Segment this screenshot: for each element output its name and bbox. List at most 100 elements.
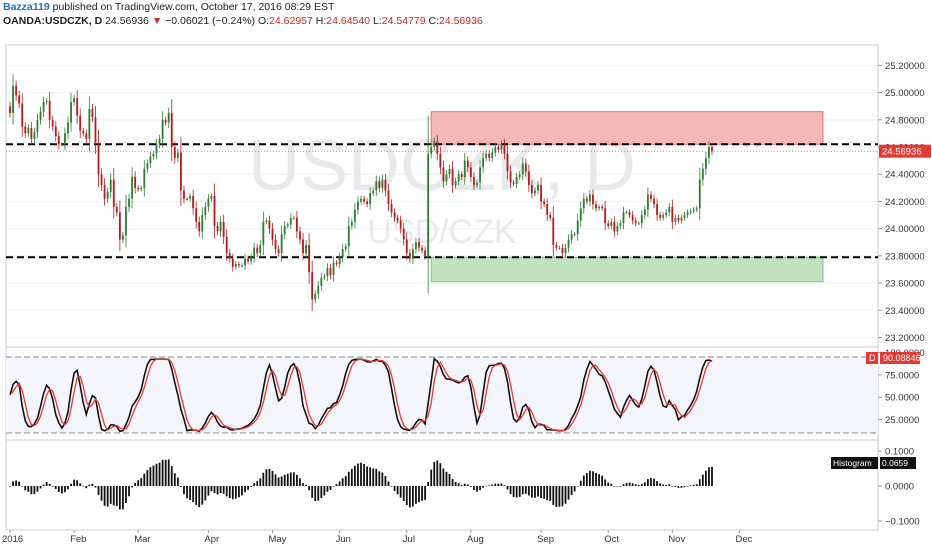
time-tick-label: Apr	[204, 534, 219, 545]
histogram-pane[interactable]	[5, 439, 879, 531]
candle-up	[244, 258, 246, 266]
histogram-bar	[558, 486, 561, 507]
histogram-bar	[33, 486, 36, 495]
candle-up	[665, 212, 668, 216]
resistance-zone[interactable]	[430, 111, 824, 145]
candle-up	[176, 152, 179, 158]
time-tick-label: Feb	[70, 534, 86, 545]
price-axis[interactable]: 25.2000025.0000024.8000024.6000024.40000…	[878, 61, 925, 344]
candle-down	[216, 225, 219, 232]
candle-down	[225, 236, 228, 254]
down-arrow-icon: ▼	[151, 15, 163, 27]
candle-down	[134, 176, 137, 188]
histogram-bar	[167, 459, 170, 486]
candle-down	[173, 147, 176, 158]
histogram-axis[interactable]: 0.1000 0.0000 −0.1000	[878, 447, 920, 528]
candle-up	[570, 234, 573, 240]
candle-up	[265, 220, 268, 222]
candle-up	[674, 217, 677, 222]
histogram-bar	[64, 486, 66, 493]
candle-down	[57, 136, 60, 145]
price-tick-label: 24.40000	[885, 170, 925, 181]
histogram-bar	[463, 483, 466, 486]
histogram-bar	[549, 486, 552, 501]
histogram-bar	[286, 473, 289, 486]
candle-up	[341, 249, 344, 258]
candle-up	[430, 147, 433, 154]
histogram-bar	[521, 486, 524, 495]
histogram-bar	[527, 486, 530, 496]
histogram-bar	[671, 486, 674, 487]
candle-down	[94, 117, 97, 143]
histogram-bar	[201, 486, 204, 505]
histogram-bar	[640, 483, 643, 486]
histogram-bar	[350, 468, 353, 486]
histogram-bar	[88, 484, 91, 486]
histogram-bar	[302, 483, 304, 486]
histogram-bar	[390, 486, 393, 487]
histogram-bar	[631, 483, 634, 486]
publish-text: published on TradingView.com, October 17…	[52, 1, 335, 13]
candle-down	[302, 239, 304, 254]
candle-down	[115, 206, 118, 213]
candle-up	[350, 221, 353, 226]
candle-up	[518, 174, 521, 177]
candle-down	[228, 253, 231, 259]
histogram-bar	[482, 486, 484, 488]
histogram-bar	[506, 486, 509, 490]
histogram-bar	[585, 472, 588, 486]
candle-up	[427, 153, 430, 256]
time-tick-label: Dec	[735, 534, 752, 545]
price-pane[interactable]: USDCZK, D USD/CZK	[5, 44, 879, 348]
author-link[interactable]: Bazza119	[3, 1, 50, 13]
candle-up	[317, 285, 320, 294]
candle-down	[183, 190, 185, 199]
histogram-bar	[445, 471, 448, 486]
candle-up	[698, 179, 701, 209]
histogram-bar	[271, 471, 274, 486]
histogram-bar	[360, 462, 362, 486]
candle-down	[54, 126, 57, 137]
candle-up	[463, 160, 466, 177]
histogram-bar	[601, 475, 604, 486]
candle-up	[372, 190, 375, 194]
candle-down	[170, 113, 173, 148]
candle-up	[131, 176, 134, 199]
histogram-bar	[576, 486, 579, 487]
stochastic-pane[interactable]	[5, 346, 879, 441]
histogram-bar	[381, 472, 384, 486]
symbol-label[interactable]: OANDA:USDCZK, D	[3, 15, 103, 27]
candle-up	[45, 100, 48, 103]
histogram-bar	[180, 486, 182, 487]
histogram-bar	[430, 469, 433, 486]
histogram-bar	[616, 486, 619, 487]
histogram-bar	[344, 476, 347, 486]
candle-up	[323, 276, 326, 278]
stoch-value-tag: D 90.08846	[866, 352, 921, 364]
histogram-bar	[323, 486, 326, 496]
histogram-bar	[552, 486, 555, 505]
candle-up	[485, 153, 488, 158]
candle-up	[158, 138, 161, 145]
histogram-bar	[30, 486, 33, 495]
histogram-bar	[207, 486, 210, 496]
histogram-bar	[598, 474, 600, 486]
candle-up	[60, 144, 63, 146]
histogram-bar	[622, 484, 625, 486]
candle-down	[466, 160, 469, 168]
histogram-bar	[118, 486, 121, 510]
histogram-bar	[689, 485, 692, 487]
histogram-bar	[677, 486, 680, 488]
histogram-bar	[662, 484, 665, 486]
price-tick-label: 23.80000	[885, 251, 925, 262]
candle-down	[552, 217, 555, 245]
support-zone[interactable]	[430, 256, 824, 283]
histogram-bar	[704, 470, 707, 486]
histogram-bar	[607, 482, 610, 486]
histogram-bar	[42, 484, 45, 486]
candle-up	[622, 212, 625, 224]
candle-up	[448, 168, 451, 175]
histogram-bar	[570, 486, 573, 496]
time-axis[interactable]: 2016 Feb Mar Apr May Jun Jul Aug Sep Oct Nov Dec	[2, 530, 753, 545]
